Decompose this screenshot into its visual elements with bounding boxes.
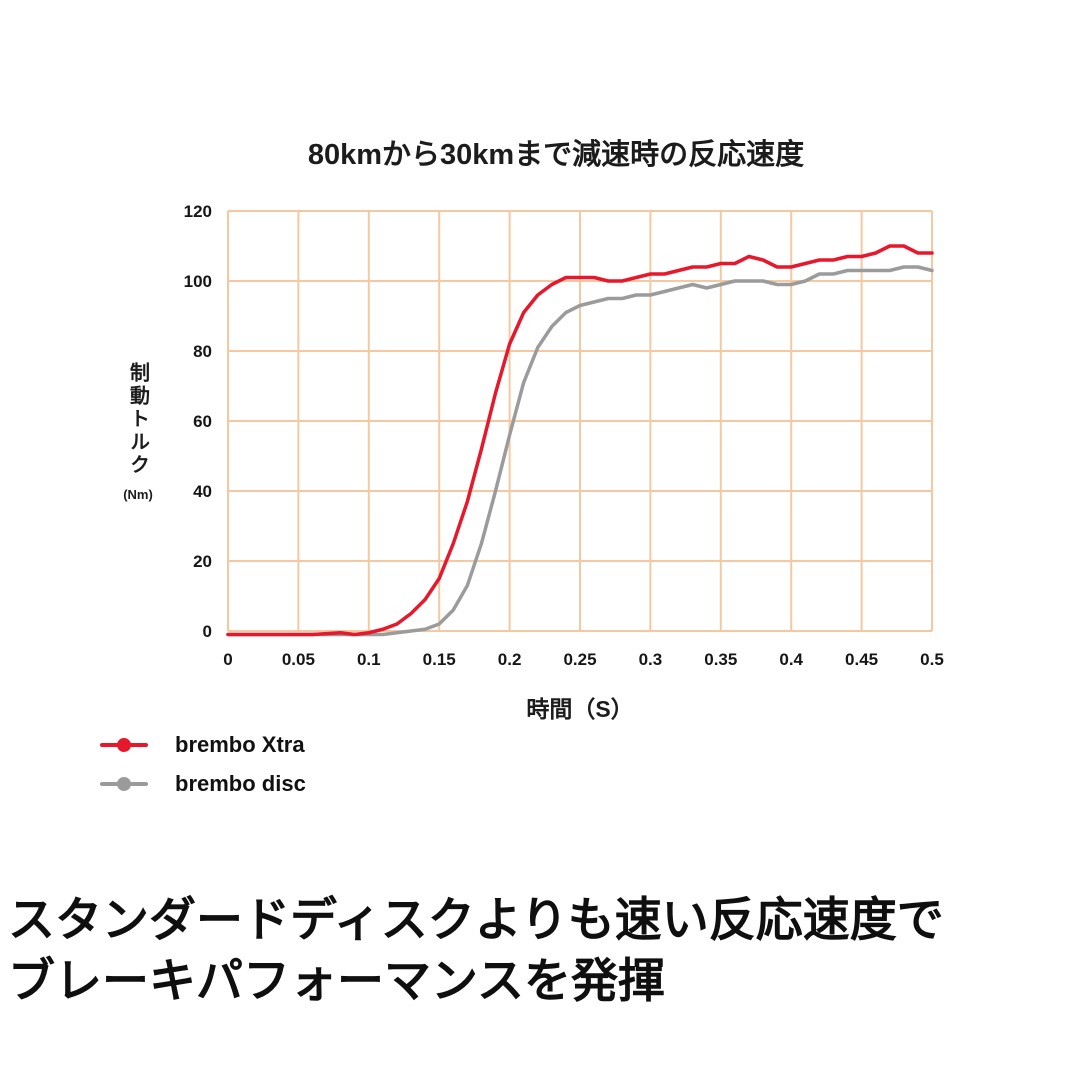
caption: スタンダードディスクよりも速い反応速度で ブレーキパフォーマンスを発揮	[8, 889, 944, 1011]
x-axis-label: 時間（S）	[526, 696, 634, 722]
legend-label: brembo Xtra	[175, 732, 305, 757]
svg-text:0.25: 0.25	[563, 650, 596, 669]
svg-text:120: 120	[184, 202, 212, 221]
svg-text:0: 0	[223, 650, 232, 669]
y-axis-label-text: 制動トルク	[126, 362, 149, 477]
legend: brembo Xtra brembo disc	[100, 731, 306, 798]
line-marker-icon	[100, 738, 148, 752]
svg-text:0.45: 0.45	[845, 650, 878, 669]
svg-text:0.5: 0.5	[920, 650, 944, 669]
svg-text:0.1: 0.1	[357, 650, 381, 669]
svg-text:0: 0	[203, 622, 212, 641]
svg-text:20: 20	[193, 552, 212, 571]
svg-text:0.4: 0.4	[779, 650, 803, 669]
svg-text:60: 60	[193, 412, 212, 431]
legend-dot	[117, 738, 131, 752]
legend-item: brembo disc	[100, 770, 306, 798]
chart-plot: 0 20 40 60 80 100 120 0 0.05 0.1 0.15 0.2 0.25 0.3 0.3…	[184, 202, 944, 669]
y-axis-label: 制動トルク (Nm)	[114, 362, 162, 502]
svg-text:0.3: 0.3	[639, 650, 663, 669]
caption-line-2: ブレーキパフォーマンスを発揮	[8, 954, 666, 1007]
line-marker-icon	[100, 777, 148, 791]
svg-text:0.15: 0.15	[423, 650, 456, 669]
legend-dot	[117, 777, 131, 791]
legend-label: brembo disc	[175, 771, 306, 796]
svg-text:0.35: 0.35	[704, 650, 737, 669]
svg-text:0.2: 0.2	[498, 650, 522, 669]
svg-text:40: 40	[193, 482, 212, 501]
caption-line-1: スタンダードディスクよりも速い反応速度で	[8, 893, 944, 946]
svg-text:100: 100	[184, 272, 212, 291]
svg-text:0.05: 0.05	[282, 650, 315, 669]
svg-text:80: 80	[193, 342, 212, 361]
legend-item: brembo Xtra	[100, 731, 306, 759]
chart-title: 80kmから30kmまで減速時の反応速度	[307, 139, 805, 171]
y-axis-unit: (Nm)	[123, 487, 153, 502]
